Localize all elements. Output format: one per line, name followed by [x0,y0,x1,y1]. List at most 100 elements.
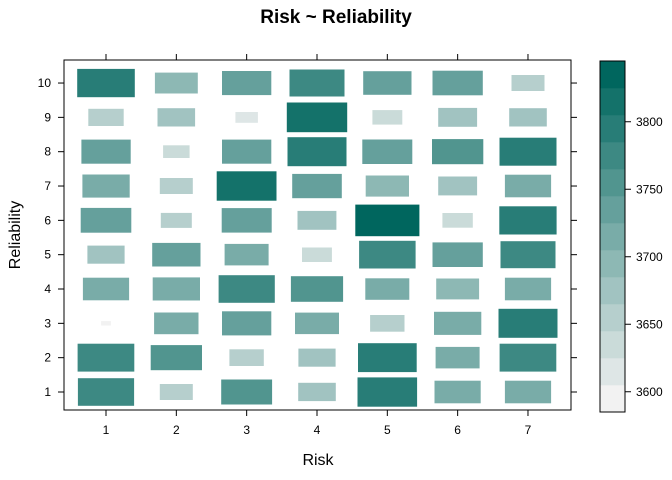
heatmap-cell [437,175,479,197]
heatmap-cell [288,68,346,98]
heatmap-cell [158,177,194,195]
heatmap-cell [220,207,273,234]
heatmap-cell [434,345,481,370]
x-tick-label: 4 [314,423,321,437]
heatmap-cell [221,138,273,165]
heatmap-cell [153,71,199,95]
heatmap-cell [369,314,406,333]
heatmap-cell [499,240,557,270]
heatmap-cell [159,211,193,229]
heatmap-cell [100,320,112,327]
x-tick-label: 6 [454,423,461,437]
heatmap-cell [364,174,411,198]
heatmap-cell [80,138,132,165]
heatmap-cell [87,107,125,128]
heatmap-cell [220,378,274,406]
heatmap-cell [498,342,558,373]
heatmap-cell [149,344,203,372]
heatmap-cell [215,170,278,202]
color-key-tick-label: 3600 [636,385,663,399]
heatmap-cell [498,205,558,236]
heatmap-cell [510,74,546,92]
heatmap-cell [223,242,270,267]
heatmap-cell [498,136,558,167]
heatmap-cell [364,277,411,301]
color-key-tick-label: 3800 [636,115,663,129]
heatmap-cell [217,274,276,304]
heatmap-cell [431,69,484,97]
heatmap-cell [431,138,485,166]
x-tick-label: 7 [525,423,532,437]
y-tick-label: 2 [44,351,51,365]
heatmap-cell [294,311,340,336]
heatmap-cell [437,106,479,128]
heatmap-cell [503,379,553,405]
y-tick-label: 8 [44,145,51,159]
heatmap-cell [162,144,191,160]
heatmap-cell [286,136,348,168]
x-axis-title: Risk [302,452,334,469]
y-tick-label: 7 [44,179,51,193]
heatmap-cell [503,173,553,199]
heatmap-cell [234,111,259,124]
y-tick-label: 5 [44,248,51,262]
color-key-band [600,88,625,116]
heatmap-cell [291,172,343,200]
heatmap-cell [297,347,337,368]
color-key-band [600,223,625,251]
heatmap-cell [301,246,333,263]
y-tick-label: 3 [44,316,51,330]
heatmap-cell [156,107,197,128]
heatmap-cell [435,277,481,301]
heatmap-cell [431,241,484,268]
color-key-band [600,250,625,278]
heatmap-cell [79,206,133,234]
heatmap-cell [76,342,136,373]
x-tick-label: 1 [103,423,110,437]
chart-title: Risk ~ Reliability [260,7,412,28]
heatmap-cell [433,310,483,336]
y-axis: 1 2 3 4 5 6 7 8 9 10 [38,76,577,399]
color-key-band [600,277,625,305]
heatmap-cell [358,239,417,270]
heatmap-cell [76,377,136,407]
heatmap-cell [158,383,194,401]
panel-frame [63,59,572,411]
heatmap-cell [221,310,273,337]
color-key-band [600,196,625,224]
heatmap-cell [441,212,474,229]
x-axis: 1 2 3 4 5 6 7 [103,54,532,437]
heatmap-cell [151,276,201,302]
heatmap-cell [81,173,131,199]
heatmap-cell [361,138,414,165]
heatmap-cell [362,70,413,96]
heatmap-cell [81,276,131,302]
x-tick-label: 3 [243,423,250,437]
y-axis-title: Reliability [7,201,24,269]
heatmap-cell [356,376,419,408]
heatmap-cell [285,101,349,134]
color-key-band [600,331,625,359]
color-key-band [600,358,625,386]
y-tick-label: 10 [38,76,52,90]
heatmap-cell [297,381,337,403]
heatmap-cell [151,241,202,268]
color-key-band [600,385,625,413]
y-tick-label: 6 [44,213,51,227]
heatmap-cell [289,275,345,303]
heatmap-cell [433,379,482,405]
color-key-band [600,142,625,170]
heatmap-cell [508,107,548,128]
color-key-band [600,61,625,89]
heatmap-cell [497,307,559,339]
color-key-tick-label: 3750 [636,182,663,196]
heatmap-cell [354,203,421,238]
color-key-band [600,304,625,332]
heatmap-cell [357,342,418,374]
x-tick-label: 2 [173,423,180,437]
x-tick-label: 5 [384,423,391,437]
heatmap-cell [503,276,553,302]
heatmap-cell [86,244,126,265]
